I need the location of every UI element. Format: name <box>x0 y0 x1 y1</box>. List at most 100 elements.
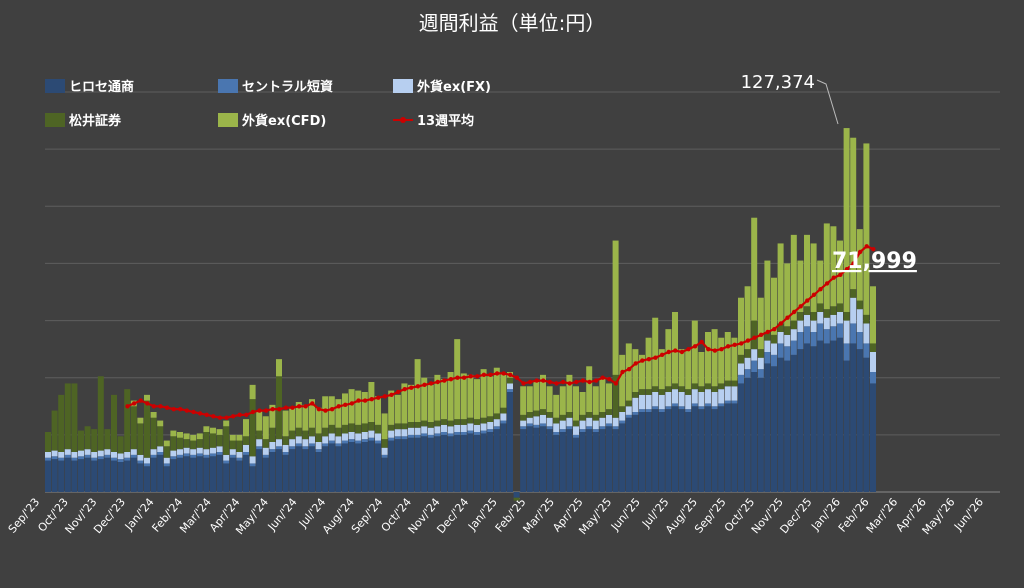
bar-segment <box>790 354 797 492</box>
bar-segment <box>592 386 599 415</box>
bar-segment <box>546 426 553 430</box>
average-marker <box>263 408 269 413</box>
bar-segment <box>229 440 236 450</box>
bar-segment <box>553 434 560 492</box>
bar-segment <box>190 440 197 450</box>
legend-label: 13週平均 <box>417 113 474 129</box>
bar-segment <box>837 312 843 324</box>
bar-segment <box>487 416 494 422</box>
bar-segment <box>711 392 718 407</box>
bar-segment <box>625 406 632 415</box>
annotation-latest: 71,999 <box>832 249 917 274</box>
legend-swatch <box>45 79 65 93</box>
bar-segment <box>540 426 546 492</box>
bar-segment <box>163 440 170 447</box>
bar-segment <box>51 459 58 492</box>
bar-segment <box>137 417 144 424</box>
bar-segment <box>625 414 632 418</box>
bar-segment <box>757 349 764 358</box>
bar-segment <box>249 466 256 492</box>
bar-segment <box>302 430 309 440</box>
bar-segment <box>401 423 408 430</box>
average-marker <box>811 292 817 298</box>
average-marker <box>270 406 275 412</box>
bar-segment <box>421 426 428 434</box>
average-marker <box>349 401 355 406</box>
bar-segment <box>170 456 177 460</box>
average-marker <box>864 244 869 249</box>
bar-segment <box>342 440 348 444</box>
bar-segment <box>665 392 672 407</box>
average-marker <box>626 366 632 372</box>
bar-segment <box>401 383 408 424</box>
bar-segment <box>744 377 751 492</box>
average-marker <box>666 349 671 355</box>
bar-segment <box>295 402 302 428</box>
bar-segment <box>355 440 362 444</box>
bar-segment <box>533 410 540 417</box>
bar-segment <box>757 377 764 492</box>
bar-segment <box>619 354 626 407</box>
bar-segment <box>856 332 863 350</box>
bar-segment <box>335 436 342 444</box>
bar-segment <box>183 439 190 448</box>
bar-segment <box>368 437 375 441</box>
bar-segment <box>394 423 401 430</box>
bar-segment <box>678 392 685 407</box>
bar-segment <box>606 414 612 424</box>
bar-segment <box>427 427 434 435</box>
bar-segment <box>579 420 586 430</box>
bar-segment <box>447 372 454 421</box>
bar-segment <box>559 432 566 492</box>
bar-segment <box>698 409 705 492</box>
bar-segment <box>784 326 791 335</box>
bar-segment <box>223 454 230 461</box>
bar-segment <box>381 457 388 492</box>
bar-segment <box>474 432 480 435</box>
bar-segment <box>375 443 381 492</box>
bar-segment <box>777 243 784 324</box>
bar-segment <box>533 427 540 492</box>
bar-segment <box>64 449 71 455</box>
average-marker <box>415 384 421 389</box>
bar-segment <box>771 277 777 335</box>
average-marker <box>369 396 374 402</box>
bar-segment <box>157 426 164 447</box>
bar-segment <box>850 289 857 298</box>
bar-segment <box>196 453 203 457</box>
bar-segment <box>375 440 381 444</box>
average-marker <box>171 406 176 412</box>
bar-segment <box>414 437 421 492</box>
bar-segment <box>830 226 837 307</box>
bar-segment <box>447 436 454 492</box>
bar-segment <box>817 260 824 304</box>
bar-segment <box>810 346 817 492</box>
average-marker <box>197 411 203 416</box>
bar-segment <box>731 403 738 492</box>
bar-segment <box>658 394 665 410</box>
average-marker <box>593 378 599 383</box>
average-marker <box>851 261 856 266</box>
bar-segment <box>183 433 190 440</box>
bar-segment <box>870 352 876 372</box>
bar-segment <box>144 400 150 458</box>
bar-segment <box>454 419 461 425</box>
bar-segment <box>256 446 263 450</box>
bar-segment <box>157 420 164 427</box>
average-marker <box>706 346 711 352</box>
bar-segment <box>652 386 659 392</box>
average-marker <box>613 381 619 386</box>
bar-segment <box>375 424 381 434</box>
bar-segment <box>269 404 276 428</box>
bar-segment <box>586 417 593 427</box>
bar-segment <box>606 426 612 492</box>
average-marker <box>692 344 698 349</box>
bar-segment <box>262 454 269 458</box>
bar-segment <box>566 429 573 492</box>
average-marker <box>211 414 216 419</box>
bar-segment <box>520 414 527 421</box>
bar-segment <box>342 433 348 441</box>
bar-segment <box>342 393 348 425</box>
bar-segment <box>97 450 104 457</box>
average-marker <box>356 398 361 403</box>
